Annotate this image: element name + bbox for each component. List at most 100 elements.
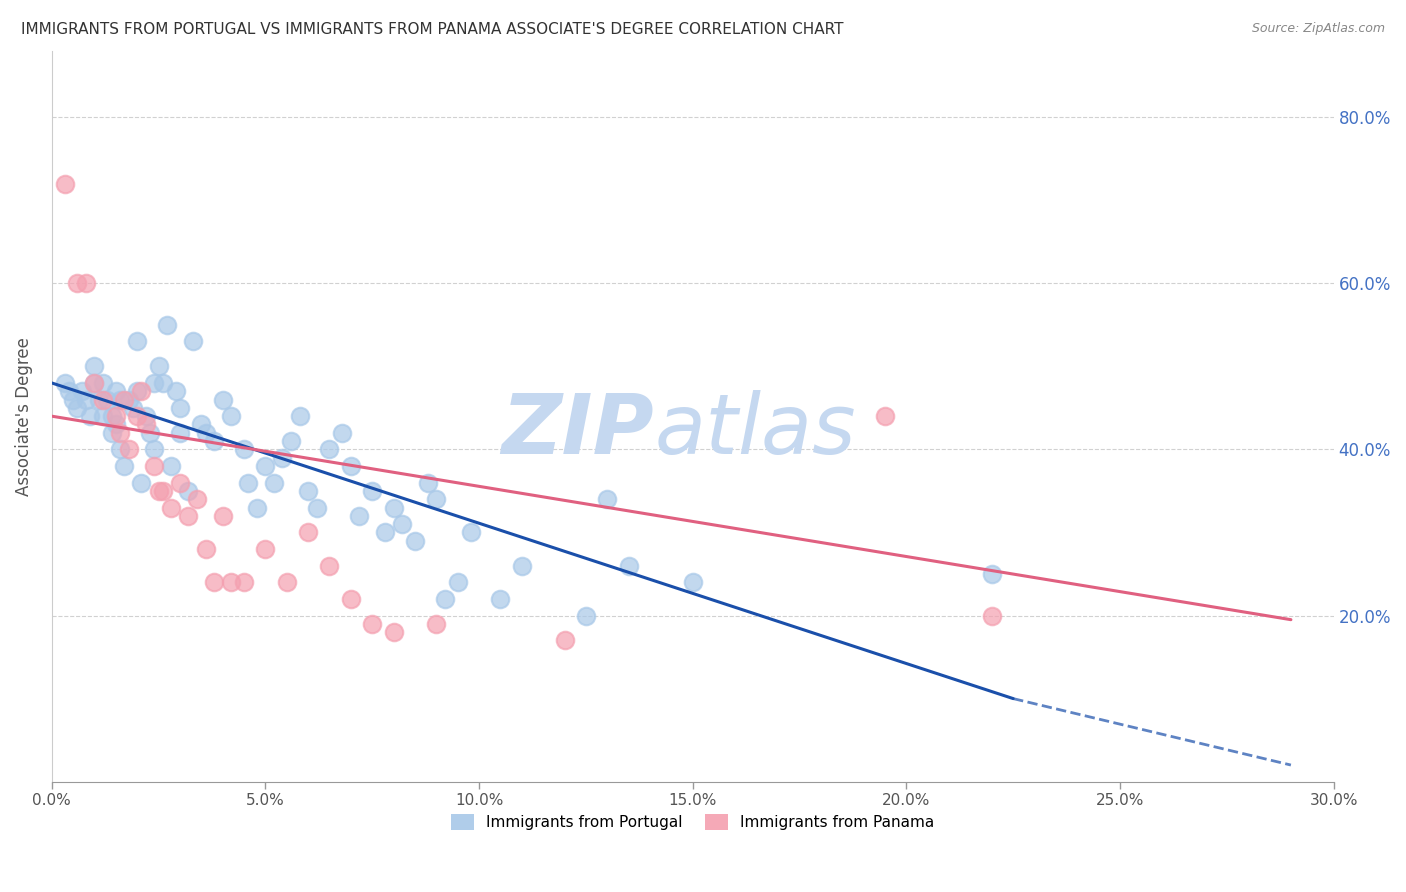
Point — [340, 458, 363, 473]
Point — [66, 277, 89, 291]
Point — [288, 409, 311, 424]
Point — [181, 334, 204, 349]
Point — [177, 508, 200, 523]
Point — [122, 401, 145, 415]
Point — [202, 575, 225, 590]
Point — [118, 392, 141, 407]
Point — [66, 401, 89, 415]
Legend: Immigrants from Portugal, Immigrants from Panama: Immigrants from Portugal, Immigrants fro… — [444, 808, 941, 836]
Point — [297, 525, 319, 540]
Point — [980, 566, 1002, 581]
Point — [75, 392, 97, 407]
Point — [143, 458, 166, 473]
Point — [340, 591, 363, 606]
Point — [160, 458, 183, 473]
Point — [489, 591, 512, 606]
Point — [91, 376, 114, 390]
Point — [254, 542, 277, 557]
Point — [575, 608, 598, 623]
Point — [425, 492, 447, 507]
Point — [100, 425, 122, 440]
Point — [169, 401, 191, 415]
Point — [404, 533, 426, 548]
Y-axis label: Associate's Degree: Associate's Degree — [15, 337, 32, 496]
Point — [447, 575, 470, 590]
Point — [104, 384, 127, 399]
Point — [190, 417, 212, 432]
Point — [425, 616, 447, 631]
Point — [305, 500, 328, 515]
Point — [148, 359, 170, 374]
Point — [169, 425, 191, 440]
Point — [254, 458, 277, 473]
Point — [131, 384, 153, 399]
Point — [318, 442, 340, 457]
Point — [297, 483, 319, 498]
Point — [202, 434, 225, 448]
Point — [194, 542, 217, 557]
Point — [108, 392, 131, 407]
Point — [374, 525, 396, 540]
Point — [873, 409, 896, 424]
Point — [510, 558, 533, 573]
Point — [219, 409, 242, 424]
Point — [280, 434, 302, 448]
Point — [553, 633, 575, 648]
Point — [318, 558, 340, 573]
Point — [271, 450, 294, 465]
Point — [980, 608, 1002, 623]
Point — [349, 508, 371, 523]
Point — [112, 458, 135, 473]
Point — [382, 625, 405, 640]
Point — [108, 442, 131, 457]
Point — [165, 384, 187, 399]
Point — [91, 409, 114, 424]
Point — [233, 442, 256, 457]
Point — [152, 483, 174, 498]
Point — [152, 376, 174, 390]
Text: IMMIGRANTS FROM PORTUGAL VS IMMIGRANTS FROM PANAMA ASSOCIATE'S DEGREE CORRELATIO: IMMIGRANTS FROM PORTUGAL VS IMMIGRANTS F… — [21, 22, 844, 37]
Point — [53, 376, 76, 390]
Point — [108, 425, 131, 440]
Point — [361, 483, 384, 498]
Point — [104, 417, 127, 432]
Point — [246, 500, 269, 515]
Point — [96, 392, 118, 407]
Point — [382, 500, 405, 515]
Point — [87, 392, 110, 407]
Point — [127, 384, 149, 399]
Point — [53, 177, 76, 191]
Point — [682, 575, 704, 590]
Text: ZIP: ZIP — [502, 391, 654, 471]
Point — [91, 392, 114, 407]
Point — [118, 442, 141, 457]
Point — [127, 334, 149, 349]
Point — [238, 475, 260, 490]
Point — [135, 409, 157, 424]
Point — [131, 475, 153, 490]
Point — [233, 575, 256, 590]
Point — [596, 492, 619, 507]
Point — [139, 425, 162, 440]
Point — [160, 500, 183, 515]
Text: Source: ZipAtlas.com: Source: ZipAtlas.com — [1251, 22, 1385, 36]
Point — [617, 558, 640, 573]
Point — [70, 384, 93, 399]
Point — [127, 409, 149, 424]
Point — [330, 425, 353, 440]
Point — [263, 475, 285, 490]
Point — [211, 392, 233, 407]
Point — [219, 575, 242, 590]
Point — [186, 492, 208, 507]
Point — [83, 376, 105, 390]
Point — [169, 475, 191, 490]
Point — [104, 409, 127, 424]
Point — [433, 591, 456, 606]
Point — [416, 475, 439, 490]
Point — [156, 318, 179, 332]
Point — [112, 392, 135, 407]
Point — [460, 525, 482, 540]
Point — [79, 409, 101, 424]
Point — [135, 417, 157, 432]
Point — [148, 483, 170, 498]
